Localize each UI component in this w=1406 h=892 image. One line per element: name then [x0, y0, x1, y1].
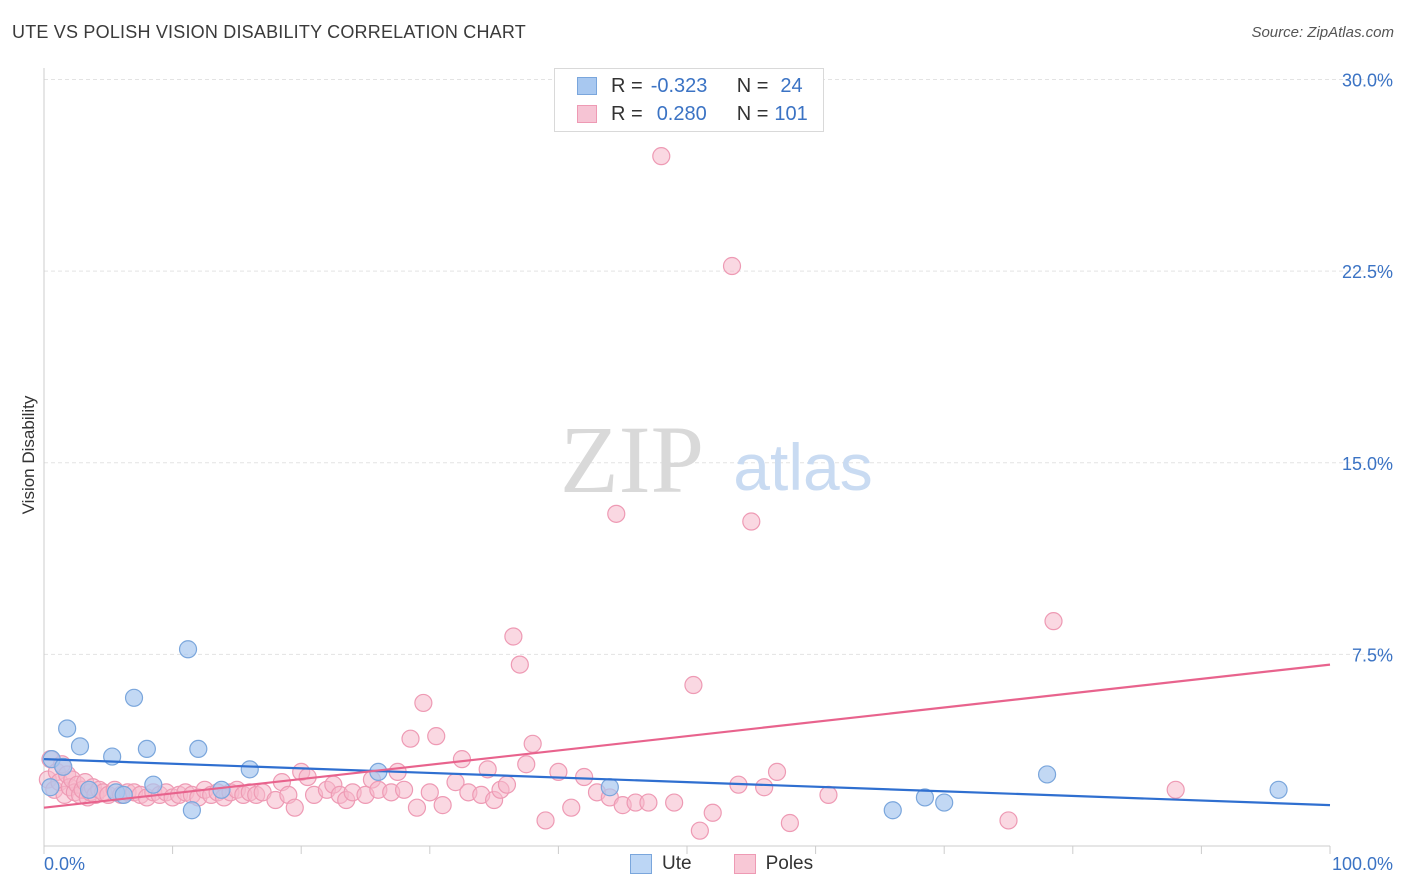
ute-point — [124, 688, 144, 707]
ute-point — [240, 760, 259, 779]
poles-point — [1166, 780, 1185, 799]
poles-point — [819, 785, 838, 805]
ute-point — [144, 775, 163, 794]
x-tick-labels: 0.0% 100.0% — [44, 854, 1393, 874]
poles-n-label: N = — [736, 102, 769, 125]
poles-point — [639, 793, 658, 812]
ute-point — [1037, 765, 1057, 784]
legend-poles-swatch — [733, 854, 756, 874]
legend-row-ute: R = -0.323 N = 24 — [577, 73, 803, 99]
ute-point — [41, 778, 60, 797]
chart-source: Source: ZipAtlas.com — [1251, 24, 1394, 41]
poles-point — [684, 675, 703, 695]
poles-point — [517, 755, 536, 774]
ute-r-label: R = — [611, 74, 643, 97]
poles-trend-line — [43, 663, 1331, 809]
ute-point — [114, 785, 133, 805]
poles-point — [452, 750, 472, 769]
poles-point — [742, 512, 761, 531]
series-legend: Ute Poles — [630, 852, 813, 876]
ute-point — [137, 739, 156, 759]
watermark-zip: ZIP — [560, 406, 704, 513]
correlation-legend: R = -0.323 N = 24 R = 0.280 N = 101 — [554, 68, 824, 132]
poles-point — [510, 655, 529, 674]
poles-point — [690, 821, 709, 840]
watermark-atlas: atlas — [733, 430, 872, 504]
poles-swatch — [577, 105, 597, 123]
legend-row-poles: R = 0.280 N = 101 — [577, 101, 808, 127]
x-tick-label: 0.0% — [44, 854, 85, 874]
ute-point — [70, 737, 90, 756]
legend-ute-label: Ute — [662, 853, 692, 874]
poles-point — [780, 813, 799, 833]
poles-point — [420, 783, 439, 802]
ute-point — [212, 780, 231, 799]
ute-points — [41, 640, 1288, 820]
poles-point — [652, 147, 671, 166]
poles-point — [999, 811, 1018, 830]
ute-point — [178, 640, 198, 659]
axes — [43, 68, 1331, 854]
ute-point — [58, 719, 77, 738]
ute-point — [883, 801, 902, 820]
poles-point — [536, 811, 555, 830]
poles-point — [285, 798, 304, 817]
y-tick-label: 7.5% — [1352, 645, 1393, 665]
poles-point — [767, 762, 787, 782]
poles-point — [497, 775, 517, 794]
chart-title: UTE VS POLISH VISION DISABILITY CORRELAT… — [12, 22, 526, 42]
ute-point — [79, 780, 99, 799]
ute-point — [1269, 780, 1288, 799]
trend-lines — [43, 663, 1331, 809]
ute-n-label: N = — [736, 74, 769, 97]
ute-trend-line — [43, 758, 1331, 807]
ute-point — [182, 801, 201, 820]
y-tick-label: 15.0% — [1342, 454, 1393, 474]
poles-point — [504, 627, 523, 646]
ute-n-value: 24 — [780, 74, 803, 97]
ute-swatch — [577, 77, 597, 95]
poles-point — [523, 734, 542, 753]
poles-n-value: 101 — [774, 102, 808, 125]
ute-point — [600, 778, 619, 797]
ute-r-value: -0.323 — [650, 74, 708, 97]
poles-point — [394, 780, 414, 799]
poles-point — [665, 793, 684, 812]
ute-point — [54, 757, 73, 776]
x-tick-label: 100.0% — [1332, 854, 1393, 874]
poles-point — [607, 504, 626, 523]
poles-point — [407, 798, 427, 817]
y-tick-label: 30.0% — [1342, 71, 1393, 91]
poles-point — [703, 803, 722, 822]
legend-poles-label: Poles — [765, 853, 814, 874]
poles-point — [562, 798, 581, 817]
poles-r-label: R = — [611, 102, 643, 125]
y-tick-labels: 7.5% 15.0% 22.5% 30.0% — [1342, 71, 1393, 666]
poles-point — [401, 729, 420, 748]
y-axis-label: Vision Disability — [19, 395, 38, 514]
y-tick-label: 22.5% — [1342, 262, 1393, 282]
poles-point — [722, 256, 742, 276]
poles-point — [414, 693, 433, 713]
poles-point — [427, 727, 446, 746]
poles-point — [549, 762, 568, 782]
legend-ute-swatch — [630, 854, 652, 874]
grid-lines — [44, 79, 1394, 655]
ute-point — [189, 739, 208, 759]
poles-point — [755, 778, 774, 797]
poles-point — [478, 760, 497, 779]
ute-point — [915, 788, 935, 807]
poles-point — [575, 767, 594, 787]
poles-point — [1044, 612, 1063, 631]
watermark: ZIP atlas — [560, 406, 873, 513]
poles-point — [433, 796, 452, 815]
ute-point — [935, 793, 954, 812]
poles-r-value: 0.280 — [656, 102, 707, 125]
